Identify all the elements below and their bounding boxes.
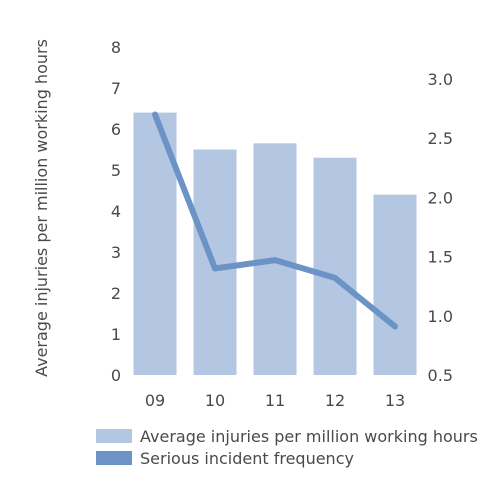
legend: Average injuries per million working hou… (96, 427, 478, 468)
serious-incident-line (152, 111, 398, 330)
x-tick-label: 09 (145, 391, 165, 410)
legend-swatch-bar (96, 429, 132, 443)
bar-series (133, 112, 417, 375)
left-tick-label: 5 (111, 161, 121, 180)
bar-12 (313, 157, 357, 375)
x-tick-label: 12 (325, 391, 345, 410)
right-tick-label: 1.5 (428, 248, 453, 267)
right-tick-label: 0.5 (428, 366, 453, 385)
legend-label-bar: Average injuries per million working hou… (140, 427, 478, 446)
left-axis-ticks: 0 1 2 3 4 5 6 7 8 (111, 38, 121, 385)
x-tick-label: 13 (385, 391, 405, 410)
x-axis-ticks: 09 10 11 12 13 (145, 391, 405, 410)
legend-swatch-line (96, 451, 132, 465)
left-tick-label: 1 (111, 325, 121, 344)
left-tick-label: 2 (111, 284, 121, 303)
right-axis-ticks: 0.5 1.0 1.5 2.0 2.5 3.0 (428, 70, 453, 385)
right-tick-label: 2.0 (428, 188, 453, 207)
line-series (152, 111, 398, 330)
left-tick-label: 8 (111, 38, 121, 57)
right-tick-label: 1.0 (428, 307, 453, 326)
right-tick-label: 2.5 (428, 129, 453, 148)
left-tick-label: 7 (111, 79, 121, 98)
left-tick-label: 6 (111, 120, 121, 139)
left-tick-label: 3 (111, 243, 121, 262)
y-axis-label: Average injuries per million working hou… (32, 39, 51, 377)
bar-13 (373, 194, 417, 375)
right-tick-label: 3.0 (428, 70, 453, 89)
left-tick-label: 0 (111, 366, 121, 385)
x-tick-label: 10 (205, 391, 225, 410)
legend-label-line: Serious incident frequency (140, 449, 354, 468)
left-tick-label: 4 (111, 202, 121, 221)
x-tick-label: 11 (265, 391, 285, 410)
